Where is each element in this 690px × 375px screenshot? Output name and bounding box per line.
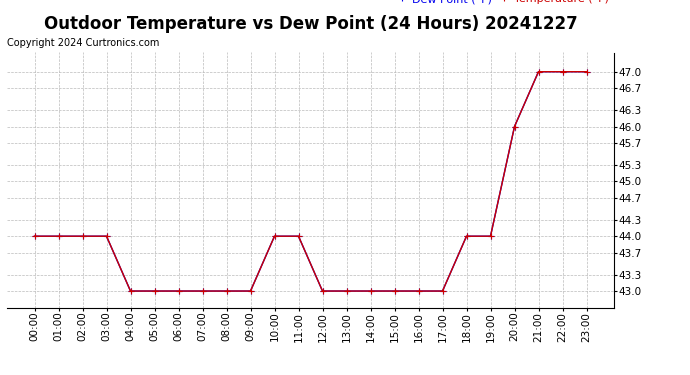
Dew Point (°F) (175, 289, 183, 293)
Line: Dew Point (°F): Dew Point (°F) (32, 69, 589, 294)
Dew Point (°F) (415, 289, 423, 293)
Temperature (°F) (198, 289, 206, 293)
Temperature (°F) (30, 234, 39, 238)
Temperature (°F) (318, 289, 326, 293)
Temperature (°F) (415, 289, 423, 293)
Temperature (°F) (126, 289, 135, 293)
Temperature (°F) (342, 289, 351, 293)
Text: Outdoor Temperature vs Dew Point (24 Hours) 20241227: Outdoor Temperature vs Dew Point (24 Hou… (43, 15, 578, 33)
Temperature (°F) (246, 289, 255, 293)
Dew Point (°F) (30, 234, 39, 238)
Temperature (°F) (150, 289, 159, 293)
Dew Point (°F) (558, 69, 566, 74)
Dew Point (°F) (246, 289, 255, 293)
Temperature (°F) (366, 289, 375, 293)
Dew Point (°F) (391, 289, 399, 293)
Dew Point (°F) (366, 289, 375, 293)
Temperature (°F) (175, 289, 183, 293)
Temperature (°F) (486, 234, 495, 238)
Temperature (°F) (511, 124, 519, 129)
Dew Point (°F) (511, 124, 519, 129)
Temperature (°F) (55, 234, 63, 238)
Temperature (°F) (558, 69, 566, 74)
Dew Point (°F) (55, 234, 63, 238)
Temperature (°F) (222, 289, 230, 293)
Dew Point (°F) (270, 234, 279, 238)
Dew Point (°F) (438, 289, 446, 293)
Dew Point (°F) (342, 289, 351, 293)
Temperature (°F) (79, 234, 87, 238)
Temperature (°F) (582, 69, 591, 74)
Dew Point (°F) (295, 234, 303, 238)
Dew Point (°F) (222, 289, 230, 293)
Dew Point (°F) (79, 234, 87, 238)
Dew Point (°F) (318, 289, 326, 293)
Legend: Dew Point (°F), Temperature (°F): Dew Point (°F), Temperature (°F) (395, 0, 609, 4)
Temperature (°F) (391, 289, 399, 293)
Temperature (°F) (102, 234, 110, 238)
Text: Copyright 2024 Curtronics.com: Copyright 2024 Curtronics.com (7, 38, 159, 48)
Dew Point (°F) (150, 289, 159, 293)
Dew Point (°F) (198, 289, 206, 293)
Dew Point (°F) (486, 234, 495, 238)
Dew Point (°F) (126, 289, 135, 293)
Temperature (°F) (295, 234, 303, 238)
Dew Point (°F) (534, 69, 542, 74)
Temperature (°F) (534, 69, 542, 74)
Temperature (°F) (438, 289, 446, 293)
Dew Point (°F) (582, 69, 591, 74)
Line: Temperature (°F): Temperature (°F) (32, 69, 589, 294)
Dew Point (°F) (102, 234, 110, 238)
Temperature (°F) (462, 234, 471, 238)
Dew Point (°F) (462, 234, 471, 238)
Temperature (°F) (270, 234, 279, 238)
